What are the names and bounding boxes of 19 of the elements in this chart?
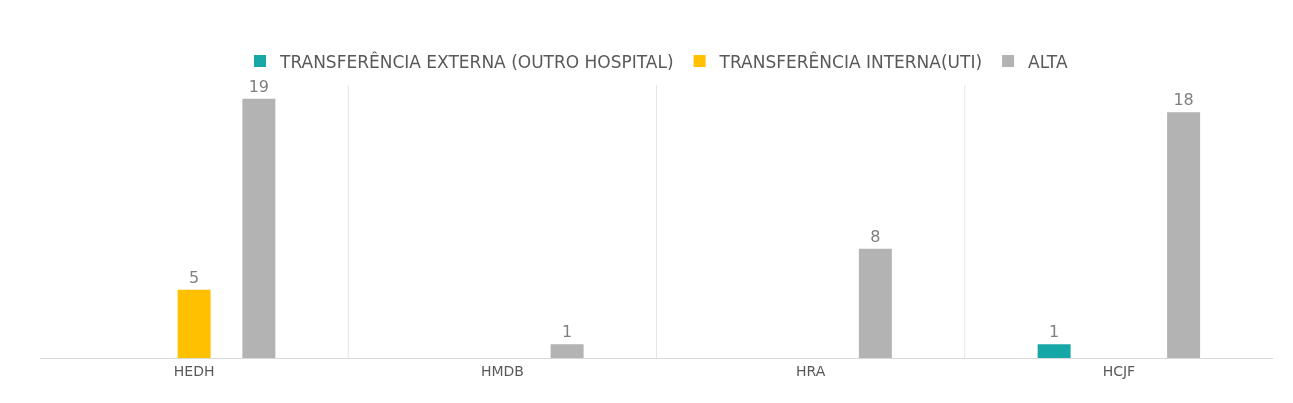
data-label: 18 [1173, 90, 1194, 110]
bar [177, 289, 211, 358]
x-tick-label: HCJF [1102, 362, 1136, 379]
data-label: 19 [248, 76, 270, 96]
x-tick-label: HEDH [173, 362, 215, 379]
data-label: 1 [562, 322, 573, 342]
legend-label: ALTA [1028, 51, 1068, 72]
bar [858, 248, 892, 358]
bar [1167, 112, 1201, 358]
legend-label: TRANSFERÊNCIA EXTERNA (OUTRO HOSPITAL) [279, 50, 674, 72]
data-label: 1 [1049, 322, 1060, 342]
bar [550, 344, 584, 358]
legend-label: TRANSFERÊNCIA INTERNA(UTI) [718, 50, 983, 72]
x-tick-label: HMDB [480, 362, 524, 379]
data-label: 5 [189, 267, 200, 287]
bar [1037, 344, 1071, 358]
data-label: 8 [870, 226, 881, 246]
x-tick-label: HRA [796, 362, 826, 379]
bar [242, 98, 276, 358]
